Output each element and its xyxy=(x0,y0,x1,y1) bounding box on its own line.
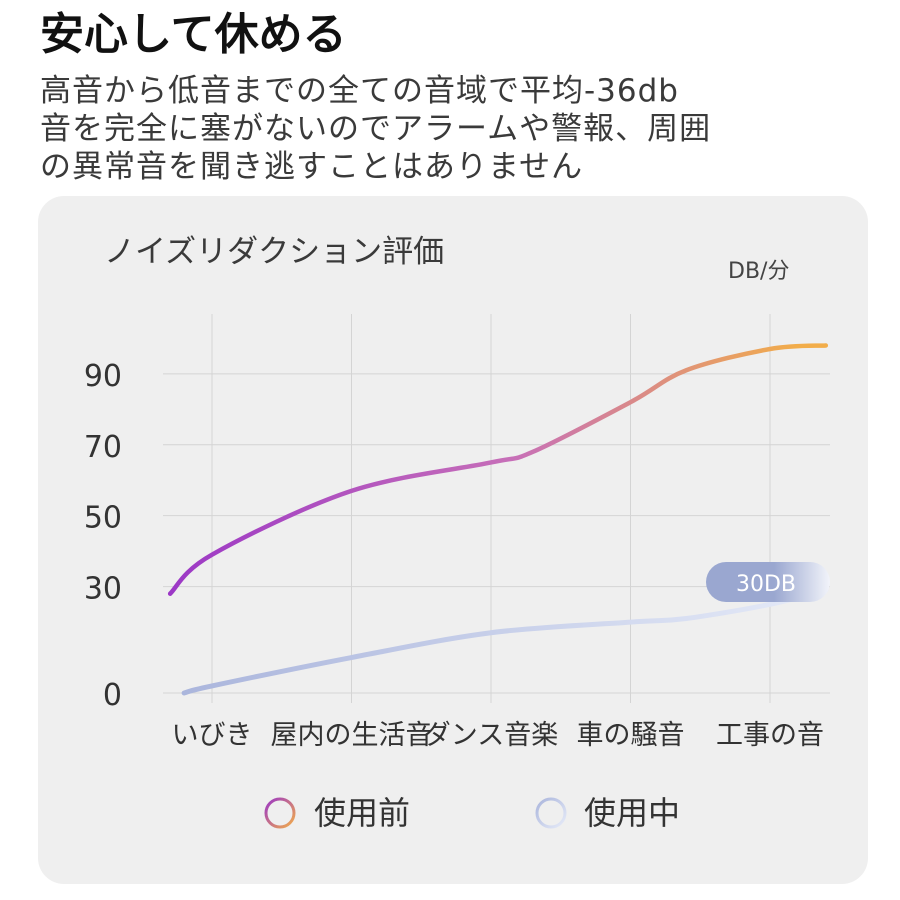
series-during-line xyxy=(181,587,829,696)
badge-label: 30DB xyxy=(736,572,796,597)
x-tick-label: 工事の音 xyxy=(716,720,824,751)
plot-area xyxy=(167,343,829,696)
page-title: 安心して休める xyxy=(40,9,347,60)
x-tick-label: いびき xyxy=(172,720,253,751)
legend-before-icon xyxy=(264,797,296,829)
description-line: 高音から低音までの全ての音域で平均-36db xyxy=(40,73,679,109)
x-tick-label: 屋内の生活音 xyxy=(271,720,433,751)
description-line: の異常音を聞き逃すことはありません xyxy=(40,149,584,185)
x-tick-label: ダンス音楽 xyxy=(424,720,558,751)
y-tick-label: 70 xyxy=(84,430,122,465)
legend-during-label: 使用中 xyxy=(584,794,680,832)
y-tick-label: 30 xyxy=(84,572,122,607)
legend: 使用前 使用中 xyxy=(264,794,680,832)
chart-title: ノイズリダクション評価 xyxy=(104,234,444,270)
grid xyxy=(163,314,830,703)
description: 高音から低音までの全ての音域で平均-36db 音を完全に塞がないのでアラームや警… xyxy=(40,72,880,186)
description-line: 音を完全に塞がないのでアラームや警報、周囲 xyxy=(40,111,712,147)
noise-reduction-chart: ノイズリダクション評価 DB/分 90 70 50 30 0 いびき 屋内の生活音ダンス音… xyxy=(84,234,830,832)
y-tick-label: 0 xyxy=(103,678,122,713)
annotation-badge: 30DB xyxy=(706,562,830,602)
legend-before-label: 使用前 xyxy=(314,794,410,832)
y-tick-label: 50 xyxy=(84,501,122,536)
chart-card: ノイズリダクション評価 DB/分 90 70 50 30 0 いびき 屋内の生活音 ダンス音… xyxy=(38,196,868,884)
badge-background xyxy=(706,562,830,602)
y-tick-label: 90 xyxy=(84,359,122,394)
x-tick-label: 車の騒音 xyxy=(577,720,685,751)
unit-label: DB/分 xyxy=(728,259,789,284)
y-axis: 90 70 50 30 0 xyxy=(84,359,122,713)
series-before-line xyxy=(167,343,829,596)
legend-during-icon xyxy=(535,797,567,829)
